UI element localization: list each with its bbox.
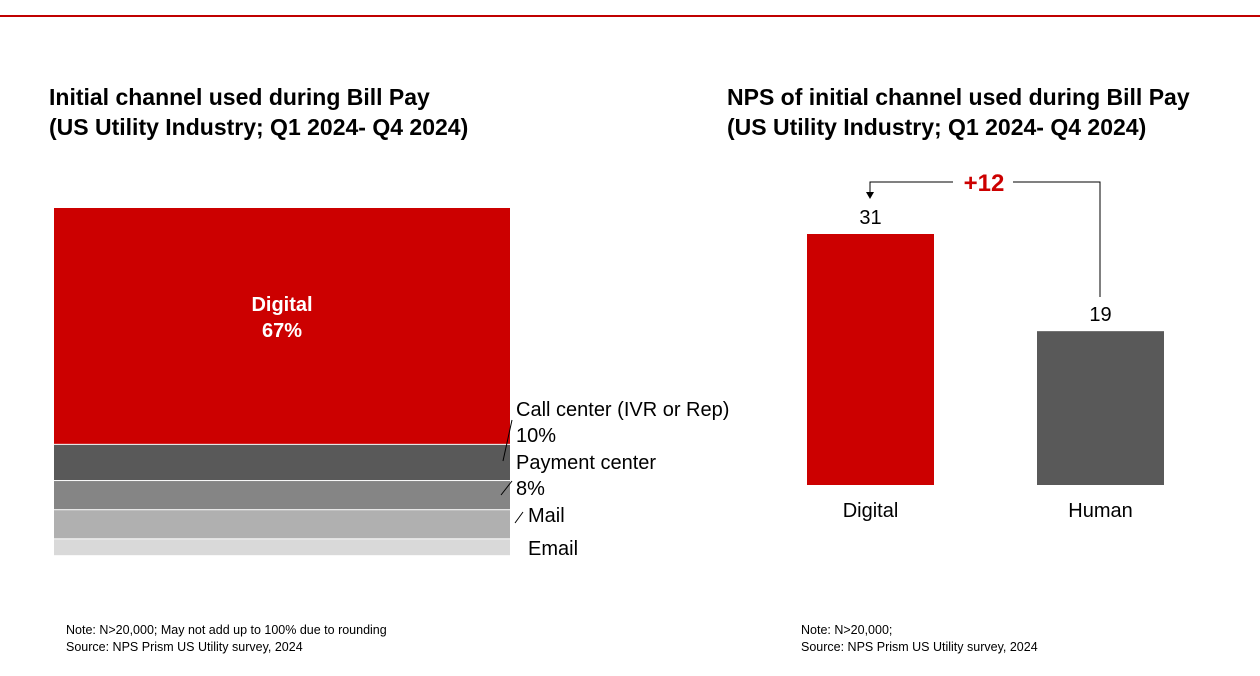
bar-value-digital: 31 — [859, 207, 881, 229]
segment-value-digital: 67% — [262, 320, 302, 342]
left-title-line-2: (US Utility Industry; Q1 2024- Q4 2024) — [49, 114, 469, 140]
right-note-text: Note: N>20,000; — [801, 623, 893, 637]
bar-digital — [807, 234, 934, 485]
difference-bracket-right — [1013, 181, 1101, 297]
stack-segment-digital — [54, 208, 510, 444]
segment-label-call-center-ivr-or-rep: Call center (IVR or Rep) — [516, 399, 729, 421]
segment-label-email: Email — [528, 538, 578, 560]
right-chart-title: NPS of initial channel used during Bill … — [727, 82, 1190, 142]
left-footnote: Note: N>20,000; May not add up to 100% d… — [66, 622, 387, 656]
left-title-line-1: Initial channel used during Bill Pay — [49, 84, 430, 110]
difference-arrowhead — [866, 192, 874, 199]
difference-bracket-left — [869, 181, 953, 193]
segment-label-digital: Digital — [251, 294, 312, 316]
stack-segment-call-center-ivr-or-rep — [54, 444, 510, 481]
segment-label-mail: Mail — [528, 505, 565, 527]
category-label-digital: Digital — [843, 500, 899, 522]
right-source-text: Source: NPS Prism US Utility survey, 202… — [801, 640, 1038, 654]
stack-segment-email — [54, 539, 510, 556]
bar-human — [1037, 331, 1164, 485]
bar-value-human: 19 — [1089, 304, 1111, 326]
leader-line-mail — [514, 511, 524, 524]
left-source-text: Source: NPS Prism US Utility survey, 202… — [66, 640, 303, 654]
right-title-line-2: (US Utility Industry; Q1 2024- Q4 2024) — [727, 114, 1147, 140]
stack-segment-payment-center — [54, 481, 510, 510]
segment-value-payment-center: 8% — [516, 478, 545, 500]
leader-line-call-center-ivr-or-rep — [502, 419, 513, 462]
stack-segment-mail — [54, 510, 510, 539]
category-label-human: Human — [1068, 500, 1132, 522]
top-rule — [0, 15, 1260, 17]
segment-value-call-center-ivr-or-rep: 10% — [516, 425, 556, 447]
leader-line-payment-center — [500, 480, 513, 496]
left-note-text: Note: N>20,000; May not add up to 100% d… — [66, 623, 387, 637]
left-chart-title: Initial channel used during Bill Pay (US… — [49, 82, 468, 142]
difference-label: +12 — [964, 170, 1005, 197]
segment-label-payment-center: Payment center — [516, 452, 656, 474]
right-footnote: Note: N>20,000; Source: NPS Prism US Uti… — [801, 622, 1038, 656]
right-title-line-1: NPS of initial channel used during Bill … — [727, 84, 1190, 110]
